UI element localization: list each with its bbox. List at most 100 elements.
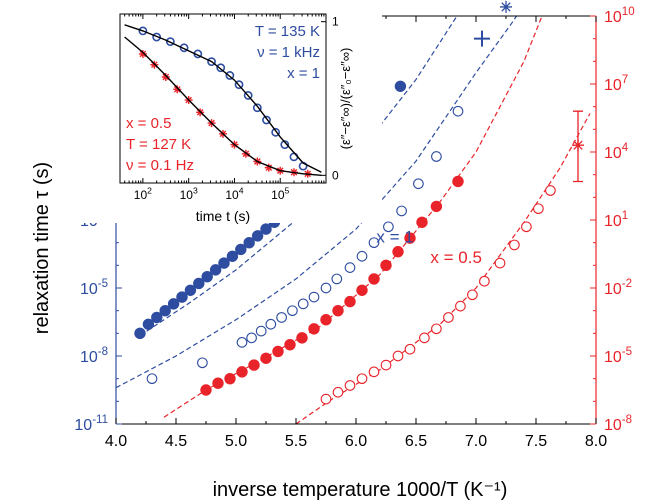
data-point xyxy=(265,318,277,330)
left-y-tick-label-base: 10 xyxy=(80,349,98,366)
data-point xyxy=(479,275,490,287)
right-y-tick-label: 101 xyxy=(604,210,628,230)
right-y-tick-label: 10-5 xyxy=(604,346,632,366)
data-point xyxy=(356,284,368,296)
plus-marker xyxy=(474,30,490,47)
data-point xyxy=(494,257,506,269)
inset-y-axis-label: (ε″−ε″∞)/(ε″₀−ε″∞) xyxy=(338,48,353,150)
inset-x-tick-label: 105 xyxy=(271,186,289,202)
inset-blue-point xyxy=(234,80,244,90)
inset-legend-blue-line: ν = 1 kHz xyxy=(257,44,320,61)
left-y-tick-label-exp: -11 xyxy=(92,414,108,426)
x-tick-label: 5.0 xyxy=(225,433,247,450)
inset-x-tick-label-exp: 4 xyxy=(239,186,244,196)
inset-x-axis-label: time t (s) xyxy=(196,208,250,224)
data-point xyxy=(201,270,213,283)
data-point xyxy=(193,277,205,290)
x-tick-label: 7.0 xyxy=(465,433,487,450)
right-y-tick-label-base: 10 xyxy=(604,9,622,26)
inset-red-point xyxy=(264,163,273,172)
right-y-tick-label: 10-2 xyxy=(604,278,632,298)
data-point xyxy=(246,332,257,344)
left-y-axis-label: relaxation time τ (s) xyxy=(31,162,53,334)
data-point xyxy=(142,318,155,330)
inset-legend-red-line: ν = 0.1 Hz xyxy=(126,157,194,174)
data-point xyxy=(236,337,248,348)
data-point xyxy=(380,259,392,272)
x-axis-label: inverse temperature 1000/T (K⁻¹) xyxy=(213,479,508,501)
data-point xyxy=(184,284,197,296)
data-point xyxy=(368,273,380,285)
data-point xyxy=(368,366,380,378)
data-point xyxy=(431,323,442,335)
data-point xyxy=(287,305,298,317)
inset-red-fit xyxy=(124,36,322,176)
data-point xyxy=(383,221,394,233)
inset-x-tick-label-base: 10 xyxy=(134,188,148,202)
data-point xyxy=(218,257,230,269)
right-y-tick-label-exp: 7 xyxy=(622,74,628,86)
right-y-tick-label-base: 10 xyxy=(604,281,622,298)
data-point xyxy=(134,327,146,340)
inset-x-tick-label-base: 10 xyxy=(271,188,285,202)
right-y-tick-label: 107 xyxy=(604,74,628,94)
inset-blue-fit xyxy=(124,24,322,173)
inset-red-point xyxy=(173,85,182,94)
data-point xyxy=(236,366,248,378)
data-point xyxy=(320,314,332,326)
data-point xyxy=(533,203,544,215)
data-point xyxy=(224,372,236,385)
data-point xyxy=(276,312,287,323)
x-tick-label: 5.5 xyxy=(285,433,307,450)
data-point xyxy=(467,289,478,301)
inset-y-tick-label: 1 xyxy=(332,15,339,29)
data-point xyxy=(167,298,180,310)
left-y-tick-label: 10-11 xyxy=(74,414,108,434)
data-point xyxy=(419,332,430,344)
inset-blue-point xyxy=(225,71,235,80)
inset-x-tick-label-base: 10 xyxy=(225,188,239,202)
data-point xyxy=(146,373,158,385)
inset-blue-point xyxy=(138,26,148,36)
right-y-tick-label-base: 10 xyxy=(604,349,622,366)
asterisk-marker xyxy=(500,0,512,13)
data-point xyxy=(151,311,163,324)
series-annotation: x = 0.5 xyxy=(430,248,482,267)
left-y-tick-label-base: 10 xyxy=(74,417,92,434)
x-tick-label: 4.0 xyxy=(105,433,127,450)
error-bar xyxy=(573,110,583,183)
right-y-tick-label-base: 10 xyxy=(604,213,622,230)
left-y-tick-label: 10-8 xyxy=(80,346,108,366)
inset-blue-point xyxy=(243,91,253,100)
data-point xyxy=(235,243,247,256)
data-point xyxy=(248,359,260,371)
data-point xyxy=(404,232,416,244)
inset-blue-point xyxy=(152,32,162,42)
data-point xyxy=(331,273,343,285)
x-tick-label: 6.5 xyxy=(405,433,427,450)
inset-x-tick-label-exp: 3 xyxy=(193,186,198,196)
data-point xyxy=(392,246,404,258)
left-y-tick-label-exp: -5 xyxy=(98,278,108,290)
data-point xyxy=(416,216,428,228)
data-point xyxy=(272,345,284,358)
data-point xyxy=(308,291,320,303)
data-point xyxy=(209,264,222,276)
right-y-tick-label: 104 xyxy=(604,142,629,162)
data-point xyxy=(308,323,320,335)
inset-legend-blue-line: T = 135 K xyxy=(255,23,320,40)
data-point xyxy=(260,352,272,364)
inset-blue-point xyxy=(271,127,281,137)
data-point xyxy=(320,282,332,294)
data-point xyxy=(443,312,454,323)
inset-x-tick-label-base: 10 xyxy=(180,188,194,202)
data-point xyxy=(297,298,309,310)
data-point xyxy=(521,221,532,233)
inset-blue-point xyxy=(252,103,262,113)
data-point xyxy=(452,105,464,117)
data-point xyxy=(284,338,296,351)
inset-y-tick-label: 0 xyxy=(332,168,339,182)
left-y-tick-label: 10-5 xyxy=(80,278,108,298)
data-point xyxy=(413,178,424,190)
